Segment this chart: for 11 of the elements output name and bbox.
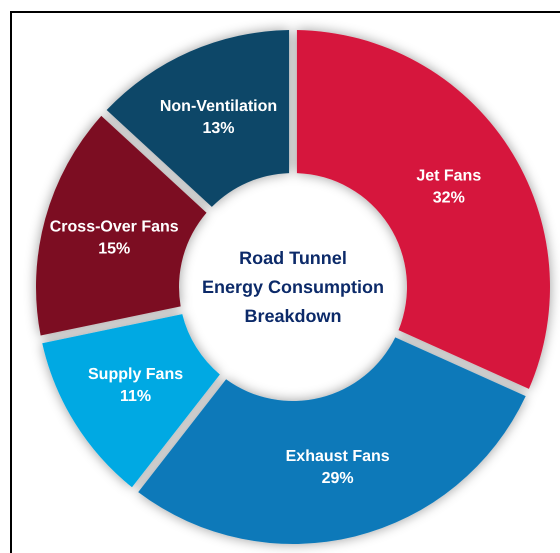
data-label: 15% [98,240,130,258]
slice-label: Cross-Over Fans [50,218,179,236]
slice-label: Supply Fans [88,366,184,383]
text: Road Tunnel Energy Consumption Breakdown [202,248,384,326]
data-label: 11% [120,388,152,405]
data-label: 29% [322,470,354,487]
data-label: 32% [432,188,465,206]
slice-label: Jet Fans [416,166,482,184]
data-label: 13% [202,120,235,137]
slice-label: Exhaust Fans [286,448,390,465]
slice-label: Non-Ventilation [160,98,278,115]
